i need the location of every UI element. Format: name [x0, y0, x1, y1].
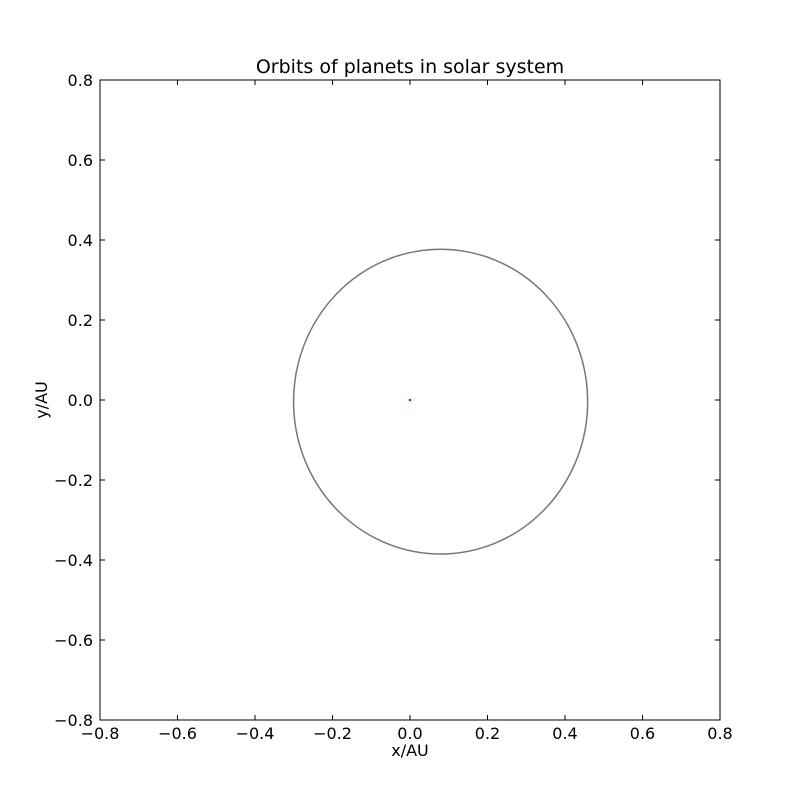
sun-marker [408, 398, 412, 402]
chart-title: Orbits of planets in solar system [256, 56, 564, 78]
x-tick-label: 0.4 [552, 724, 577, 743]
y-tick-label: −0.2 [54, 471, 93, 490]
y-axis-label: y/AU [32, 381, 51, 419]
y-tick-label: 0.8 [68, 71, 93, 90]
x-tick-label: 0.0 [397, 724, 422, 743]
y-tick-label: 0.2 [68, 311, 93, 330]
y-tick-label: −0.6 [54, 631, 93, 650]
x-tick-label: −0.4 [236, 724, 275, 743]
y-tick-label: −0.4 [54, 551, 93, 570]
series-layer [292, 248, 589, 555]
y-tick-label: −0.8 [54, 711, 93, 730]
x-tick-label: −0.6 [158, 724, 197, 743]
axis-ticks: −0.8 −0.6 −0.4 −0.2 0.0 0.2 0.4 0.6 0.8 −0.8 −0.6 −… [54, 71, 733, 743]
x-axis-label: x/AU [391, 741, 429, 760]
orbit-path [292, 248, 589, 555]
plot-frame [99, 79, 721, 721]
y-tick-label: 0.0 [68, 391, 93, 410]
x-tick-label: −0.8 [81, 724, 120, 743]
x-tick-label: 0.6 [630, 724, 655, 743]
y-tick-label: 0.4 [68, 231, 93, 250]
y-tick-label: 0.6 [68, 151, 93, 170]
x-tick-label: 0.8 [707, 724, 732, 743]
x-tick-label: 0.2 [475, 724, 500, 743]
x-tick-label: −0.2 [313, 724, 352, 743]
